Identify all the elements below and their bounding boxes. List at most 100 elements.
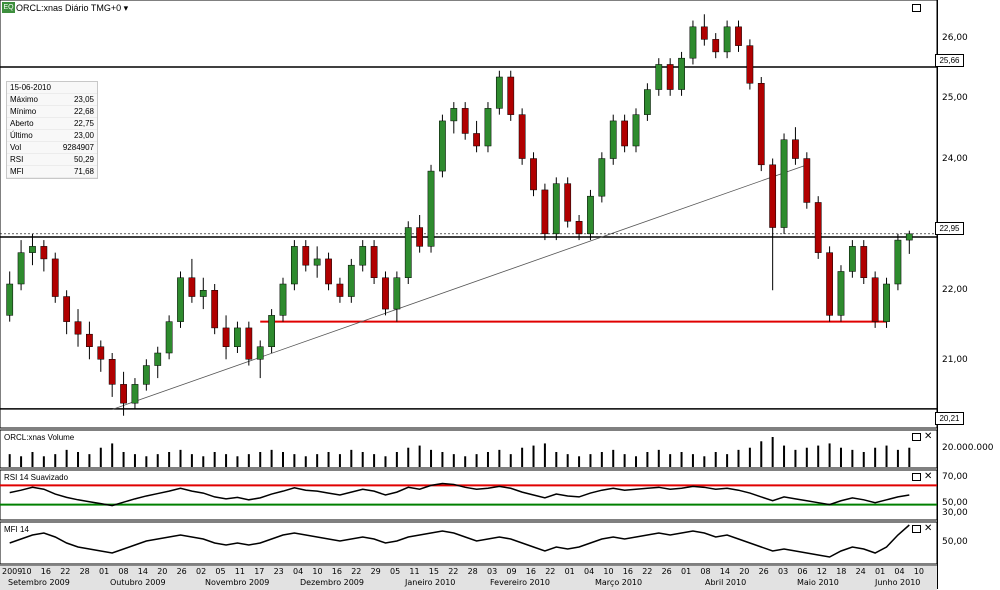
candle-body bbox=[142, 365, 150, 385]
volume-bar bbox=[111, 443, 114, 467]
volume-bar bbox=[77, 452, 80, 467]
candle-body bbox=[154, 352, 162, 366]
info-label: RSI bbox=[10, 155, 24, 164]
y-tick-label: 24,00 bbox=[942, 154, 968, 164]
volume-bar bbox=[259, 452, 262, 467]
volume-bar bbox=[270, 449, 273, 467]
candle-body bbox=[74, 321, 82, 335]
x-day-tick: 05 bbox=[390, 567, 401, 576]
x-day-tick: 16 bbox=[622, 567, 633, 576]
volume-bar bbox=[122, 452, 125, 467]
maximize-button[interactable] bbox=[912, 525, 921, 533]
x-day-tick: 01 bbox=[99, 567, 110, 576]
data-window: 15-06-2010 Máximo 23,05 Mínimo 22,68 Abert… bbox=[6, 81, 98, 179]
candle-body bbox=[575, 221, 583, 235]
x-day-tick: 06 bbox=[797, 567, 808, 576]
volume-bar bbox=[760, 441, 763, 467]
volume-bar bbox=[896, 449, 899, 467]
x-month-label: Novembro 2009 bbox=[205, 578, 270, 587]
price-axis[interactable]: 26,00 25,00 24,00 22,00 21,00 20.000.000… bbox=[937, 0, 1000, 589]
candlestick-series bbox=[6, 14, 913, 416]
candle-body bbox=[51, 258, 59, 297]
x-day-tick: 01 bbox=[875, 567, 886, 576]
x-month-label: Março 2010 bbox=[595, 578, 643, 587]
close-icon[interactable]: ✕ bbox=[924, 431, 933, 442]
volume-bar bbox=[99, 447, 102, 467]
maximize-button[interactable] bbox=[912, 4, 921, 12]
candle-body bbox=[655, 64, 663, 90]
x-day-tick: 10 bbox=[603, 567, 614, 576]
info-label: Último bbox=[10, 131, 33, 140]
x-month-label: Maio 2010 bbox=[797, 578, 839, 587]
info-row: Mínimo 22,68 bbox=[7, 106, 97, 118]
close-icon[interactable]: ✕ bbox=[924, 523, 933, 534]
trendlines bbox=[112, 164, 807, 410]
x-day-tick: 22 bbox=[60, 567, 71, 576]
y-tick-label: 21,00 bbox=[942, 355, 968, 365]
rsi-line bbox=[9, 482, 910, 507]
info-value: 71,68 bbox=[73, 167, 94, 176]
x-day-tick: 05 bbox=[215, 567, 226, 576]
volume-bar bbox=[452, 454, 455, 467]
candle-body bbox=[848, 246, 856, 272]
candle-body bbox=[336, 283, 344, 297]
x-day-tick: 20 bbox=[739, 567, 750, 576]
candle-body bbox=[689, 26, 697, 59]
volume-bar bbox=[657, 449, 660, 467]
x-day-tick: 10 bbox=[913, 567, 924, 576]
candle-body bbox=[450, 108, 458, 122]
chart-title[interactable]: ORCL:xnas Diário TMG+0 ▾ bbox=[16, 3, 128, 14]
candle-body bbox=[666, 64, 674, 90]
x-month-label: Dezembro 2009 bbox=[300, 578, 364, 587]
candle-body bbox=[279, 283, 287, 316]
candle-body bbox=[29, 246, 36, 253]
volume-bar bbox=[304, 456, 307, 467]
volume-bar bbox=[794, 449, 797, 467]
candle-body bbox=[587, 195, 594, 235]
candle-body bbox=[290, 246, 298, 285]
candle-body bbox=[632, 114, 640, 147]
volume-bar bbox=[316, 454, 319, 467]
candle-body bbox=[564, 183, 572, 222]
x-month-label: Setembro 2009 bbox=[8, 578, 70, 587]
candle-body bbox=[723, 26, 731, 53]
candle-body bbox=[131, 384, 139, 404]
info-value: 22,68 bbox=[73, 107, 94, 116]
rsi-level-label: 50,00 bbox=[942, 498, 968, 508]
info-date-row: 15-06-2010 bbox=[7, 82, 97, 94]
volume-bar bbox=[247, 454, 250, 467]
rsi-panel-title[interactable]: RSI 14 Suavizado bbox=[4, 473, 69, 482]
candle-body bbox=[552, 183, 560, 235]
info-value: 23,05 bbox=[73, 95, 94, 104]
mfi-panel-title[interactable]: MFI 14 bbox=[4, 525, 29, 534]
volume-bar bbox=[418, 445, 421, 467]
close-icon[interactable]: ✕ bbox=[924, 471, 933, 482]
candle-body bbox=[837, 271, 845, 316]
volume-bar bbox=[236, 456, 239, 467]
rsi-panel bbox=[0, 469, 938, 521]
volume-bar bbox=[464, 456, 467, 467]
trendline bbox=[112, 164, 807, 410]
candle-body bbox=[245, 327, 253, 360]
candle-body bbox=[359, 246, 367, 266]
x-day-tick: 08 bbox=[700, 567, 711, 576]
volume-bar bbox=[771, 437, 774, 467]
candle-body bbox=[598, 158, 606, 197]
candle-body bbox=[518, 114, 526, 159]
x-day-tick: 15 bbox=[428, 567, 439, 576]
volume-bar bbox=[441, 452, 444, 467]
candle-body bbox=[530, 158, 537, 191]
volume-axis-label: 20.000.000 bbox=[942, 443, 994, 453]
mfi-series bbox=[9, 524, 910, 558]
time-axis[interactable]: 2009 10 16 22 28 01 08 14 20 26 02 05 11 17 23 04 10 16 22… bbox=[0, 565, 937, 590]
x-day-tick: 08 bbox=[118, 567, 129, 576]
candle-body bbox=[268, 315, 275, 347]
info-row: Último 23,00 bbox=[7, 130, 97, 142]
candle-body bbox=[120, 384, 127, 404]
volume-bar bbox=[623, 454, 626, 467]
maximize-button[interactable] bbox=[912, 473, 921, 481]
maximize-button[interactable] bbox=[912, 433, 921, 441]
chevron-down-icon[interactable]: ▾ bbox=[123, 3, 129, 13]
candle-body bbox=[871, 277, 879, 322]
candle-body bbox=[495, 76, 503, 109]
